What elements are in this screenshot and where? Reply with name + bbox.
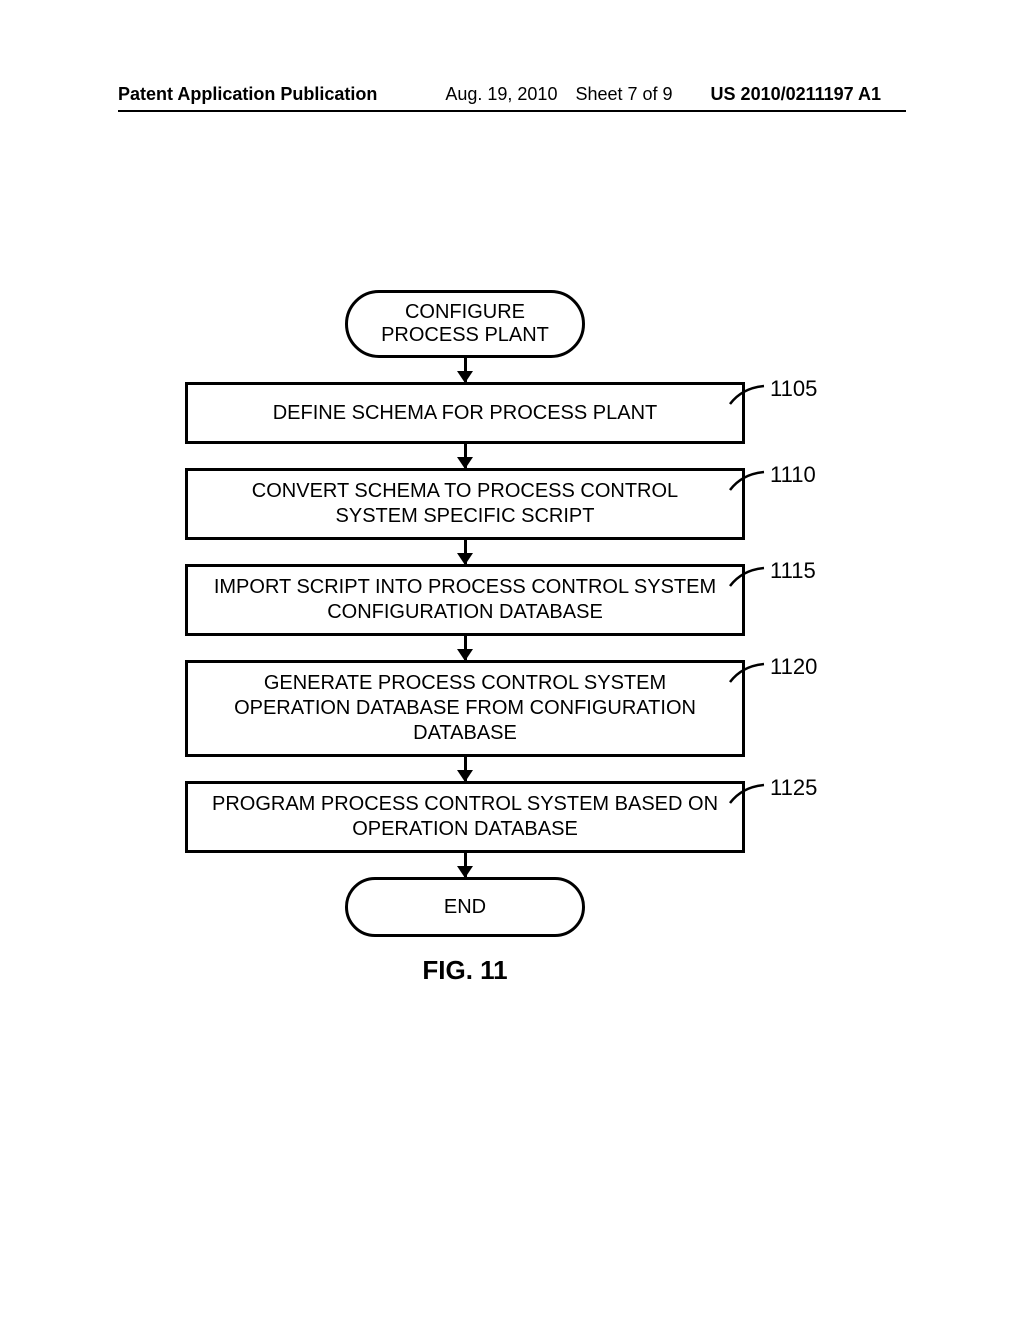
step-text: PROGRAM PROCESS CONTROL SYSTEM BASED ON … bbox=[212, 792, 718, 842]
arrow bbox=[464, 757, 467, 781]
step-ref: 1105 bbox=[770, 376, 817, 402]
step-ref: 1110 bbox=[770, 462, 816, 488]
step-box: PROGRAM PROCESS CONTROL SYSTEM BASED ON … bbox=[185, 781, 745, 853]
step-ref: 1120 bbox=[770, 654, 817, 680]
header-sheet: Sheet 7 of 9 bbox=[575, 84, 672, 105]
figure-caption: FIG. 11 bbox=[185, 955, 745, 986]
step-text: GENERATE PROCESS CONTROL SYSTEM OPERATIO… bbox=[212, 671, 718, 746]
header-docno: US 2010/0211197 A1 bbox=[711, 84, 881, 105]
ref-tick bbox=[730, 566, 764, 588]
arrow bbox=[464, 636, 467, 660]
header-date: Aug. 19, 2010 bbox=[445, 84, 557, 105]
ref-tick bbox=[730, 384, 764, 406]
ref-tick bbox=[730, 470, 764, 492]
arrow bbox=[464, 853, 467, 877]
step-ref: 1125 bbox=[770, 775, 817, 801]
ref-tick bbox=[730, 783, 764, 805]
header-publication: Patent Application Publication bbox=[118, 84, 377, 105]
step-box: IMPORT SCRIPT INTO PROCESS CONTROL SYSTE… bbox=[185, 564, 745, 636]
arrow bbox=[464, 444, 467, 468]
step-box: GENERATE PROCESS CONTROL SYSTEM OPERATIO… bbox=[185, 660, 745, 757]
terminator-end-text: END bbox=[444, 896, 486, 919]
step-text: DEFINE SCHEMA FOR PROCESS PLANT bbox=[273, 401, 658, 426]
flowchart: CONFIGURE PROCESS PLANT DEFINE SCHEMA FO… bbox=[170, 290, 760, 986]
terminator-end: END bbox=[345, 877, 585, 937]
header-rule bbox=[118, 110, 906, 112]
step-text: CONVERT SCHEMA TO PROCESS CONTROL SYSTEM… bbox=[212, 479, 718, 529]
step-box: DEFINE SCHEMA FOR PROCESS PLANT bbox=[185, 382, 745, 444]
arrow bbox=[464, 358, 467, 382]
step-box: CONVERT SCHEMA TO PROCESS CONTROL SYSTEM… bbox=[185, 468, 745, 540]
terminator-start: CONFIGURE PROCESS PLANT bbox=[345, 290, 585, 358]
arrow bbox=[464, 540, 467, 564]
step-ref: 1115 bbox=[770, 558, 816, 584]
terminator-start-text: CONFIGURE PROCESS PLANT bbox=[381, 301, 549, 347]
step-text: IMPORT SCRIPT INTO PROCESS CONTROL SYSTE… bbox=[212, 575, 718, 625]
ref-tick bbox=[730, 662, 764, 684]
